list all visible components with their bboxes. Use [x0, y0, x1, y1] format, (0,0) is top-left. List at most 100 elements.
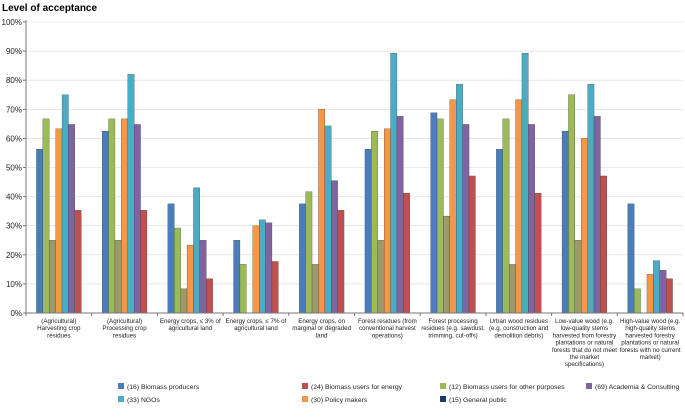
bar — [49, 240, 56, 314]
bar — [74, 210, 82, 314]
legend-label: (69) Academia & Consulting — [595, 384, 679, 391]
category-label: Forest residues (from conventional harves… — [358, 318, 417, 339]
y-tick-label: 90% — [6, 47, 22, 56]
y-tick-label: 100% — [2, 18, 22, 27]
bar — [318, 109, 326, 314]
legend-label: (15) General public — [449, 397, 507, 404]
bar — [515, 99, 523, 314]
bar — [390, 52, 398, 314]
bar — [193, 187, 200, 314]
legend-swatch — [118, 396, 124, 402]
y-tick-label: 60% — [6, 134, 22, 143]
bar — [364, 149, 372, 314]
bar — [646, 274, 654, 314]
bar — [496, 149, 503, 314]
bar — [468, 175, 476, 314]
bar — [265, 222, 273, 314]
bar — [114, 240, 122, 314]
bar — [121, 118, 128, 314]
y-tick-label: 50% — [6, 164, 22, 173]
bar — [102, 130, 109, 314]
bar — [174, 227, 181, 314]
bar — [55, 128, 63, 314]
bar — [311, 264, 319, 314]
legend-label: (30) Policy makers — [311, 397, 368, 404]
legend: (16) Biomass producers (24) Biomass users… — [118, 383, 679, 404]
bar — [199, 240, 207, 314]
bar — [430, 112, 438, 314]
legend-label: (24) Biomass users for energy — [311, 384, 403, 391]
bar — [456, 84, 463, 314]
bar — [377, 240, 385, 314]
bar — [659, 270, 667, 314]
bar — [108, 118, 116, 314]
bar — [36, 149, 44, 314]
bar — [140, 210, 148, 314]
category-label: Urban wood residues (e.g. construction an… — [489, 318, 549, 339]
legend-label: (16) Biomass producers — [127, 384, 200, 391]
category-labels: (Agricultural) Harvesting crop residues (Ag… — [37, 318, 681, 368]
bar — [627, 203, 635, 314]
bar — [61, 94, 69, 314]
legend-swatch — [118, 383, 124, 389]
bar — [324, 125, 332, 314]
category-label: (Agricultural) Harvesting crop residues — [37, 318, 81, 339]
y-tick-label: 0% — [10, 309, 22, 318]
legend-swatch — [302, 396, 308, 402]
bar — [443, 215, 451, 314]
bars — [36, 52, 673, 314]
bar — [299, 203, 306, 314]
bar — [127, 74, 135, 314]
bar — [371, 130, 378, 314]
category-label: Low-value wood (e.g. low-quality stems har… — [552, 318, 617, 368]
bar — [383, 128, 391, 314]
bar — [271, 261, 279, 314]
bar — [233, 240, 241, 314]
category-label: (Agricultural) Processing crop residues — [102, 318, 147, 339]
bar — [581, 138, 588, 314]
bar — [653, 260, 660, 314]
bar — [666, 278, 673, 314]
bar — [574, 240, 582, 314]
bar — [561, 130, 569, 314]
legend-swatch — [440, 383, 446, 389]
bar — [600, 175, 608, 314]
y-axis-title: Level of acceptance — [2, 3, 97, 14]
category-label: High-value wood (e.g. high-quality stems h… — [620, 318, 681, 361]
y-axis-ticks: 0% 10% 20% 30% 40% 50% 60% 70% 80% 90% 100% — [2, 18, 26, 318]
bar — [403, 192, 410, 314]
bar — [502, 118, 510, 314]
bar — [305, 191, 313, 314]
category-label: Forest processing residues (e.g. sawdust,… — [421, 318, 485, 339]
bar — [206, 278, 213, 314]
bar — [534, 192, 542, 314]
y-tick-label: 40% — [6, 193, 22, 202]
y-tick-label: 70% — [6, 105, 22, 114]
bar — [167, 203, 175, 314]
bar — [528, 124, 535, 314]
bar — [331, 180, 338, 314]
bar — [252, 225, 260, 314]
bar — [593, 116, 601, 314]
bar — [568, 94, 576, 314]
legend-swatch — [440, 396, 446, 402]
bar — [436, 118, 444, 314]
bar — [133, 124, 141, 314]
legend-swatch — [302, 383, 308, 389]
axes — [25, 20, 684, 316]
bar — [186, 245, 194, 314]
bar — [396, 116, 404, 314]
category-label: Energy crops, ≤ 7% of agricultural land — [226, 318, 287, 332]
y-tick-label: 20% — [6, 251, 22, 260]
bar — [180, 288, 188, 314]
bar — [508, 264, 516, 314]
bar — [68, 124, 75, 314]
bar — [462, 124, 470, 314]
legend-label: (33) NGOs — [127, 397, 160, 404]
category-label: Energy crops, on marginal or degraded land — [292, 318, 351, 339]
bar — [587, 84, 595, 314]
bar — [634, 288, 641, 314]
category-label: Energy crops, ≤ 3% of agricultural land — [160, 318, 221, 332]
bar — [521, 52, 529, 314]
